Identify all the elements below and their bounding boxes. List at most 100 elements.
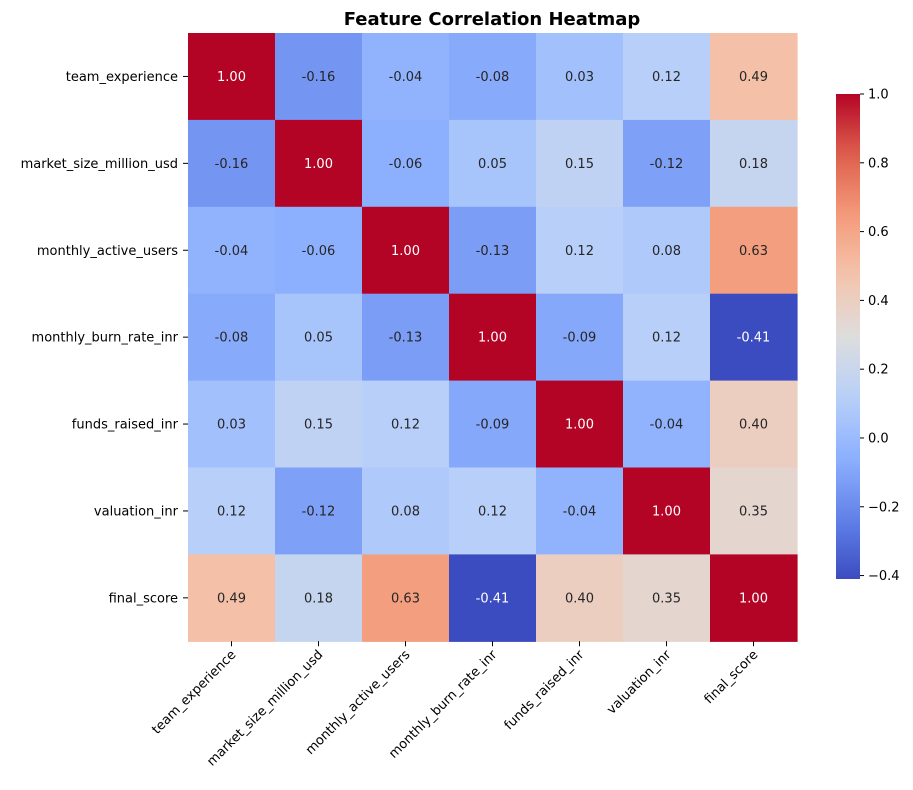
heatmap-cell	[275, 554, 363, 642]
cell-value-label: 0.08	[391, 504, 420, 519]
y-tick-label: valuation_inr	[94, 504, 179, 519]
cell-value-label: 0.12	[652, 331, 681, 346]
heatmap-cell	[710, 467, 798, 555]
heatmap-cell	[362, 206, 450, 295]
heatmap-cell	[449, 206, 537, 295]
cell-value-label: -0.09	[563, 331, 597, 346]
cell-value-label: -0.13	[476, 244, 510, 259]
heatmap-cell	[362, 554, 450, 642]
x-tick-label: valuation_inr	[604, 647, 675, 718]
cell-value-label: 0.49	[217, 591, 246, 606]
heatmap-cell	[710, 33, 798, 121]
heatmap-cell	[449, 293, 537, 382]
cell-value-label: 0.40	[565, 591, 594, 606]
y-tick-label: monthly_active_users	[37, 244, 178, 259]
cell-value-label: 0.18	[739, 157, 768, 172]
heatmap-cell	[188, 380, 276, 469]
heatmap-cell	[188, 206, 276, 295]
cell-value-label: -0.04	[215, 244, 249, 259]
colorbar-tick-label: −0.4	[868, 569, 900, 584]
heatmap-cell	[188, 119, 276, 208]
heatmap-cell	[275, 33, 363, 121]
cell-value-label: 0.15	[565, 157, 594, 172]
heatmap-cell	[536, 380, 624, 469]
cell-value-label: 0.12	[391, 418, 420, 433]
cell-value-label: 1.00	[217, 70, 246, 85]
heatmap-cell	[362, 467, 450, 555]
heatmap-cell	[536, 206, 624, 295]
heatmap-cell	[188, 554, 276, 642]
y-axis-ticks: team_experience market_size_million_usdmo…	[21, 70, 188, 606]
y-tick-label: funds_raised_inr	[72, 418, 179, 433]
cell-value-label: -0.41	[476, 591, 510, 606]
cell-value-label: 0.35	[652, 591, 681, 606]
heatmap-cell	[623, 33, 711, 121]
cell-value-label: -0.16	[215, 157, 249, 172]
cell-value-label: 0.63	[391, 591, 420, 606]
colorbar: 1.0 0.8 0.6 0.4 0.2 0.0 −0.2 −0.4	[836, 88, 900, 584]
x-axis-ticks: team_experiencemarket_size_million_usdmo…	[149, 641, 761, 769]
heatmap-cell	[623, 467, 711, 555]
cell-value-label: 0.12	[217, 504, 246, 519]
cell-value-label: 1.00	[565, 418, 594, 433]
colorbar-tick-label: −0.2	[868, 500, 900, 515]
cell-value-label: 0.40	[739, 418, 768, 433]
cell-value-label: 0.12	[478, 504, 507, 519]
heatmap-cell	[275, 293, 363, 382]
heatmap-cell	[623, 380, 711, 469]
heatmap-cell	[536, 33, 624, 121]
colorbar-gradient	[836, 94, 860, 579]
cell-value-label: 1.00	[739, 591, 768, 606]
heatmap-cell	[623, 119, 711, 208]
chart-title: Feature Correlation Heatmap	[344, 9, 641, 30]
cell-value-label: 1.00	[478, 331, 507, 346]
heatmap-cell	[536, 554, 624, 642]
cell-value-label: -0.04	[563, 504, 597, 519]
cell-value-label: -0.12	[302, 504, 336, 519]
cell-value-label: -0.04	[650, 418, 684, 433]
heatmap-cell	[710, 554, 798, 642]
heatmap-cell	[275, 119, 363, 208]
colorbar-tick-label: 0.8	[868, 156, 889, 171]
cell-value-label: -0.16	[302, 70, 336, 85]
heatmap-cell	[449, 119, 537, 208]
heatmap-cell	[710, 293, 798, 382]
colorbar-tick-label: 0.0	[868, 431, 889, 446]
heatmap-cell	[275, 206, 363, 295]
heatmap-cell	[536, 293, 624, 382]
heatmap-cell	[449, 467, 537, 555]
cell-value-label: 0.18	[304, 591, 333, 606]
heatmap-cell	[623, 206, 711, 295]
heatmap-cell	[362, 380, 450, 469]
heatmap-cell	[362, 33, 450, 121]
cell-value-label: -0.06	[389, 157, 423, 172]
y-tick-label: market_size_million_usd	[21, 157, 178, 172]
cell-value-label: -0.09	[476, 418, 510, 433]
cell-value-label: 1.00	[391, 244, 420, 259]
cell-value-label: 0.05	[478, 157, 507, 172]
x-tick-label: team_experience	[149, 648, 239, 738]
heatmap-cell	[188, 467, 276, 555]
colorbar-tick-label: 0.2	[868, 363, 889, 378]
heatmap-cell	[275, 380, 363, 469]
cell-value-label: 0.49	[739, 70, 768, 85]
cell-value-label: -0.08	[215, 331, 249, 346]
cell-value-label: 0.12	[652, 70, 681, 85]
cell-value-label: 1.00	[304, 157, 333, 172]
cell-value-label: 0.05	[304, 331, 333, 346]
heatmap-cell	[362, 119, 450, 208]
heatmap-cell	[449, 554, 537, 642]
cell-value-label: 0.15	[304, 418, 333, 433]
heatmap-cell	[275, 467, 363, 555]
x-tick-label: final_score	[702, 648, 762, 708]
cell-value-label: 0.63	[739, 244, 768, 259]
heatmap-cell	[623, 554, 711, 642]
cell-value-label: 0.12	[565, 244, 594, 259]
cell-value-label: -0.06	[302, 244, 336, 259]
cell-value-label: 0.08	[652, 244, 681, 259]
heatmap-cell	[188, 293, 276, 382]
heatmap-cell	[362, 293, 450, 382]
cell-value-label: 1.00	[652, 504, 681, 519]
heatmap-cell	[710, 206, 798, 295]
